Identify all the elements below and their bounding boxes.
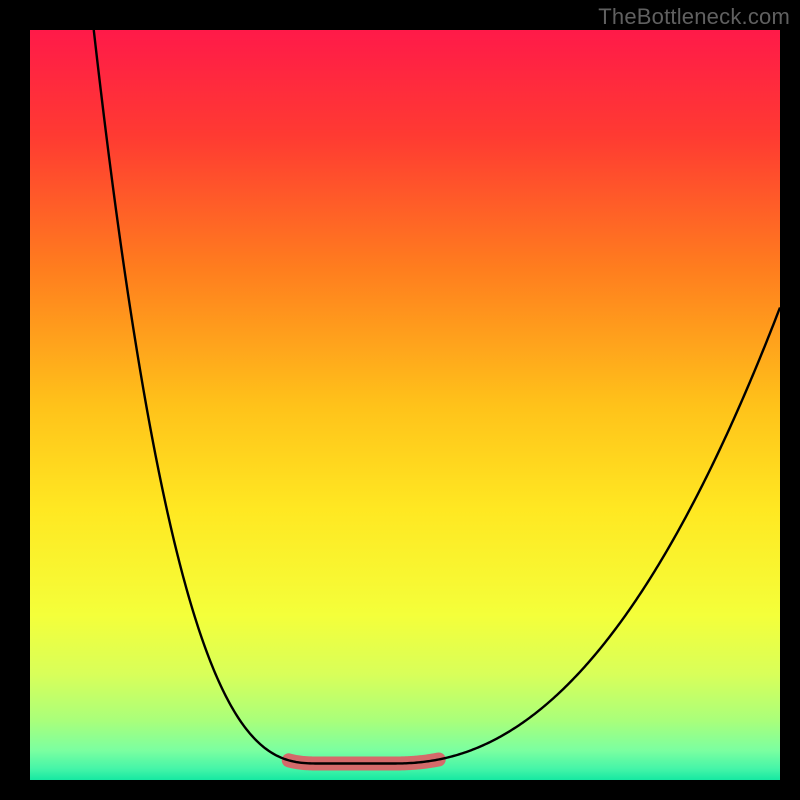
chart-svg	[0, 0, 800, 800]
chart-canvas: { "watermark": { "text": "TheBottleneck.…	[0, 0, 800, 800]
gradient-background	[30, 30, 780, 780]
watermark-text: TheBottleneck.com	[598, 4, 790, 30]
